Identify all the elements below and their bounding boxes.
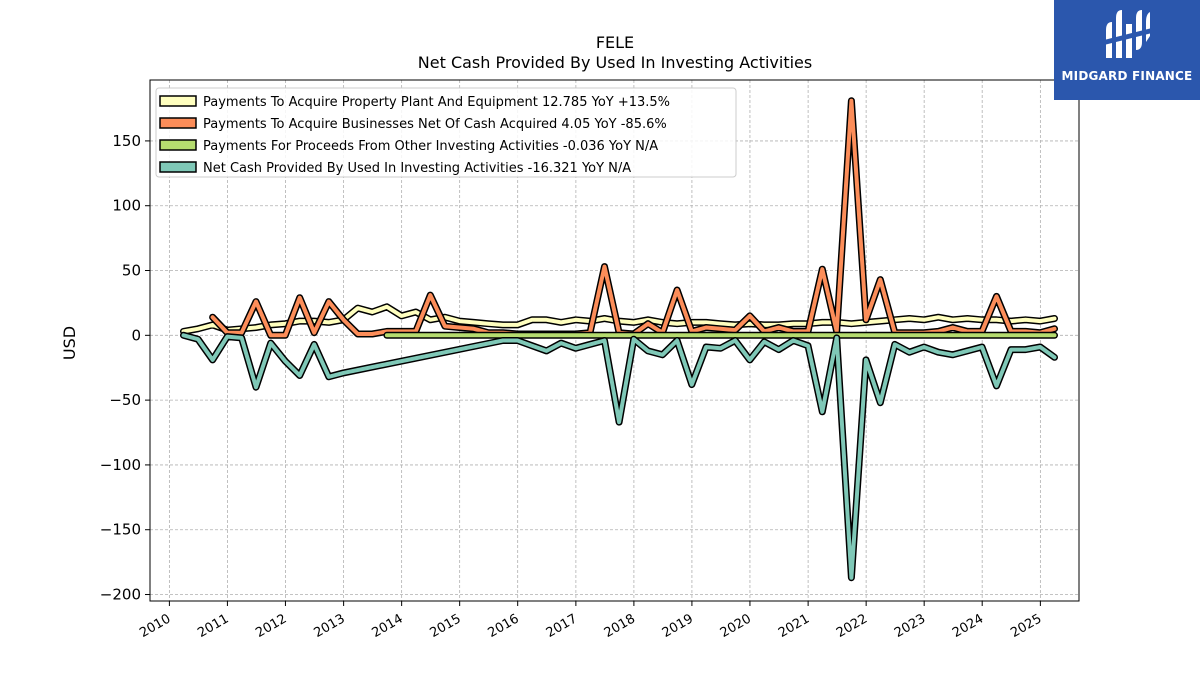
legend-label: Net Cash Provided By Used In Investing A… <box>203 161 631 176</box>
y-tick-label: −50 <box>109 391 141 409</box>
brand-logo: MIDGARD FINANCE <box>1054 0 1200 100</box>
legend-swatch <box>159 139 197 151</box>
y-tick-label: 50 <box>122 262 141 280</box>
y-tick-label: −200 <box>100 586 141 604</box>
y-tick-label: 0 <box>131 326 141 344</box>
x-tick-label: 2022 <box>834 611 870 641</box>
legend-item: Net Cash Provided By Used In Investing A… <box>159 161 631 176</box>
logo-text: MIDGARD FINANCE <box>1061 69 1193 83</box>
y-tick-label: 150 <box>112 132 141 150</box>
x-tick-label: 2012 <box>253 611 289 641</box>
legend-swatch <box>159 161 197 173</box>
x-tick-label: 2011 <box>195 611 231 641</box>
series-3 <box>180 331 1058 582</box>
legend-label: Payments To Acquire Businesses Net Of Ca… <box>203 117 667 132</box>
x-tick-label: 2020 <box>718 611 754 641</box>
legend-label: Payments To Acquire Property Plant And E… <box>203 95 670 110</box>
legend-box <box>155 87 737 178</box>
legend: Payments To Acquire Property Plant And E… <box>155 87 737 178</box>
plot-frame <box>149 79 1080 602</box>
legend-item: Payments To Acquire Property Plant And E… <box>159 95 670 110</box>
series-layer <box>180 97 1058 582</box>
x-tick-label: 2021 <box>776 611 812 641</box>
legend-swatch <box>159 95 197 107</box>
x-tick-label: 2013 <box>311 611 347 641</box>
midgard-logo-icon <box>1104 10 1152 58</box>
x-tick-label: 2010 <box>137 611 173 641</box>
legend-item: Payments To Acquire Businesses Net Of Ca… <box>159 117 667 132</box>
x-tick-label: 2023 <box>892 611 928 641</box>
y-axis: 150 100 50 0 −50 −100 −150 −200 <box>100 132 150 604</box>
x-tick-label: 2024 <box>950 611 986 641</box>
chart-title: FELE <box>596 33 634 52</box>
x-tick-label: 2015 <box>428 611 464 641</box>
y-tick-label: 100 <box>112 197 141 215</box>
x-tick-label: 2016 <box>486 611 522 641</box>
y-tick-label: −100 <box>100 456 141 474</box>
x-tick-label: 2018 <box>602 611 638 641</box>
x-axis: 2010 2011 2012 2013 2014 2015 2016 2017 2018 2019… <box>137 601 1044 641</box>
x-tick-label: 2017 <box>544 611 580 641</box>
legend-item: Payments For Proceeds From Other Investi… <box>159 139 658 154</box>
y-tick-label: −150 <box>100 521 141 539</box>
y-axis-label: USD <box>60 326 79 360</box>
x-tick-label: 2014 <box>369 611 405 641</box>
x-tick-label: 2019 <box>660 611 696 641</box>
legend-label: Payments For Proceeds From Other Investi… <box>203 139 658 154</box>
x-tick-label: 2025 <box>1008 611 1044 641</box>
legend-swatch <box>159 117 197 129</box>
series-line <box>181 333 1057 580</box>
chart-subtitle: Net Cash Provided By Used In Investing A… <box>418 53 812 72</box>
